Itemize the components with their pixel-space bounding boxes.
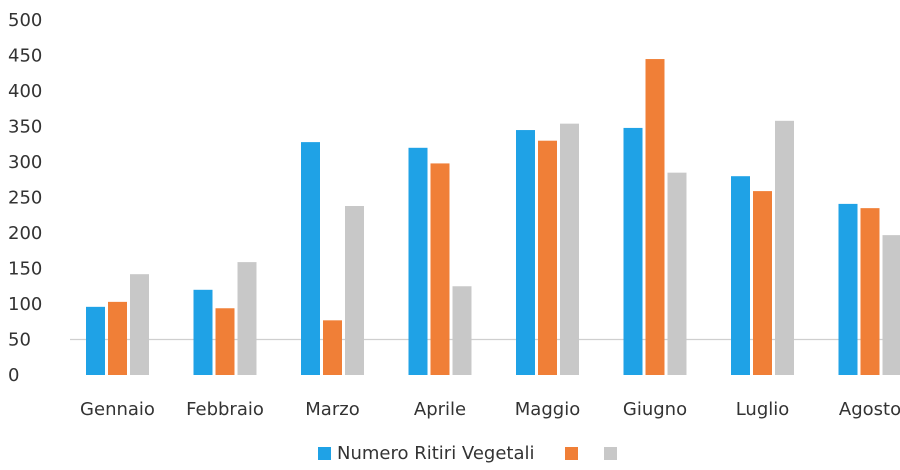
bar-marzo-series-1 — [301, 142, 320, 375]
bar-gennaio-series-3 — [130, 274, 149, 375]
bar-marzo-series-2 — [323, 320, 342, 375]
x-tick-label: Agosto — [839, 399, 900, 420]
legend-swatch-series-1 — [318, 447, 331, 460]
bar-marzo-series-3 — [345, 206, 364, 375]
bar-febbraio-series-3 — [237, 262, 257, 375]
x-tick-label: Febbraio — [186, 399, 264, 420]
x-tick-label: Maggio — [515, 399, 580, 420]
bar-giugno-series-2 — [645, 59, 665, 376]
y-axis: 0 50 100 150 200 250 300 350 400 450 500 — [8, 10, 42, 386]
y-tick-label: 150 — [8, 259, 42, 280]
y-tick-label: 50 — [8, 330, 31, 351]
x-tick-label: Gennaio — [80, 399, 155, 420]
bar-agosto-series-1 — [838, 203, 858, 375]
legend: Numero Ritiri Vegetali — [318, 443, 617, 464]
y-tick-label: 0 — [8, 365, 19, 386]
x-tick-label: Luglio — [736, 399, 790, 420]
bar-luglio-series-1 — [731, 176, 750, 375]
legend-swatch-series-3 — [604, 447, 617, 460]
bar-aprile-series-1 — [408, 147, 428, 375]
bar-agosto-series-3 — [882, 235, 900, 375]
y-tick-label: 200 — [8, 223, 42, 244]
legend-swatch-series-2 — [565, 447, 578, 460]
bar-agosto-series-2 — [860, 208, 880, 375]
y-tick-label: 250 — [8, 188, 42, 209]
bar-luglio-series-2 — [753, 191, 772, 375]
bar-aprile-series-2 — [430, 163, 450, 375]
x-axis: Gennaio Febbraio Marzo Aprile Maggio Giugno Lu… — [80, 399, 900, 420]
bar-giugno-series-1 — [623, 127, 643, 375]
bar-maggio-series-2 — [538, 140, 557, 375]
y-tick-label: 450 — [8, 46, 42, 67]
bar-aprile-series-3 — [452, 286, 472, 375]
y-tick-label: 500 — [8, 10, 42, 31]
bar-gennaio-series-1 — [86, 306, 105, 375]
x-tick-label: Giugno — [623, 399, 687, 420]
bar-gennaio-series-2 — [108, 301, 127, 375]
bar-febbraio-series-2 — [215, 308, 235, 375]
y-tick-label: 400 — [8, 81, 42, 102]
bar-luglio-series-3 — [775, 120, 794, 375]
bar-maggio-series-1 — [516, 130, 535, 375]
bar-giugno-series-3 — [667, 172, 687, 375]
y-tick-label: 300 — [8, 152, 42, 173]
x-tick-label: Aprile — [414, 399, 466, 420]
bar-maggio-series-3 — [560, 123, 579, 375]
bars — [86, 59, 900, 376]
bar-febbraio-series-1 — [193, 289, 213, 375]
x-tick-label: Marzo — [305, 399, 359, 420]
y-tick-label: 350 — [8, 117, 42, 138]
y-tick-label: 100 — [8, 294, 42, 315]
legend-label: Numero Ritiri Vegetali — [337, 443, 535, 464]
